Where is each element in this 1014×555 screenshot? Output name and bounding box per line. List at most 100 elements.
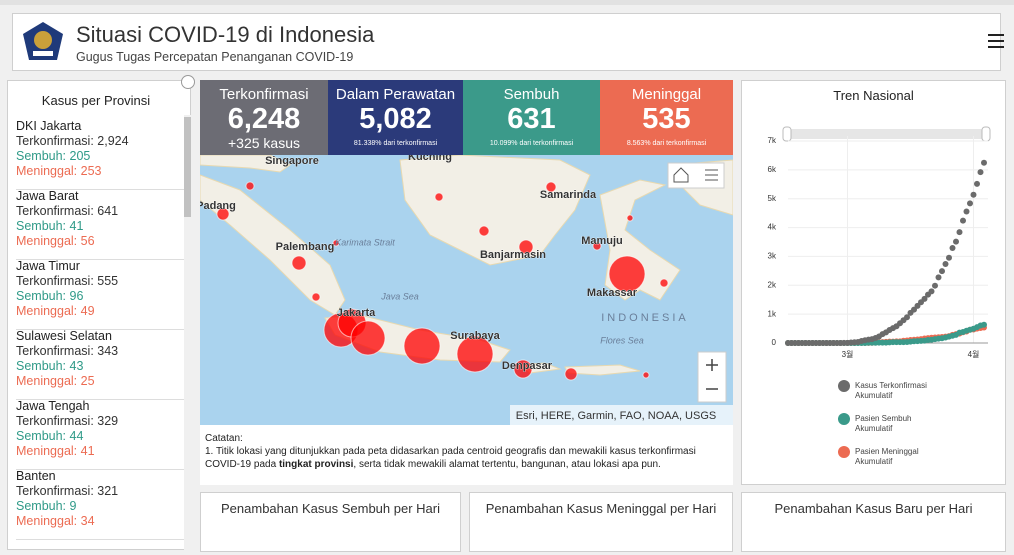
place-label: Makassar	[587, 287, 638, 299]
province-name: Banten	[16, 469, 56, 483]
panel-title: Kasus per Provinsi	[41, 93, 151, 108]
province-recovered: Sembuh: 96	[16, 289, 84, 303]
slider-handle[interactable]	[981, 126, 991, 142]
panel-title: Penambahan Kasus Baru per Hari	[774, 501, 973, 516]
data-point	[935, 274, 942, 281]
y-tick-label: 6k	[768, 165, 777, 174]
menu-icon[interactable]	[987, 33, 1005, 49]
province-recovered: Sembuh: 41	[16, 219, 84, 233]
legend-swatch	[838, 380, 850, 392]
stat-value: 6,248	[227, 103, 301, 135]
stat-value: 5,082	[359, 103, 432, 135]
province-name: Jawa Barat	[16, 189, 79, 203]
x-tick-label: 3월	[842, 349, 854, 359]
title: Situasi COVID-19 di Indonesia	[76, 22, 375, 47]
place-label: Kuching	[408, 155, 452, 163]
slider-handle[interactable]	[782, 126, 792, 142]
panel-title: Penambahan Kasus Sembuh per Hari	[221, 501, 440, 516]
province-confirmed: Terkonfirmasi: 2,924	[16, 134, 129, 148]
place-label: Denpasar	[502, 360, 553, 372]
data-point	[946, 254, 952, 261]
bottom-panel: Penambahan Kasus Baru per Hari	[741, 492, 1006, 552]
map: Singapore Kuching Padang Palembang Samarinda…	[200, 155, 733, 425]
province-recovered: Sembuh: 44	[16, 429, 84, 443]
province-deaths: Meninggal: 49	[16, 304, 95, 318]
data-point	[949, 244, 956, 251]
expand-button[interactable]	[181, 75, 195, 89]
data-point	[967, 200, 973, 207]
notes-text: 1. Titik lokasi yang ditunjukkan pada pe…	[205, 445, 728, 471]
data-point	[960, 217, 966, 224]
province-recovered: Sembuh: 43	[16, 359, 84, 373]
province-deaths: Meninggal: 25	[16, 374, 95, 388]
scrollbar[interactable]	[184, 115, 191, 555]
data-point	[981, 159, 987, 166]
province-panel: Kasus per Provinsi DKI Jakarta Terkonfirm…	[7, 80, 191, 555]
place-label: Samarinda	[540, 189, 597, 201]
place-label: Mamuju	[581, 235, 623, 247]
data-point	[956, 229, 963, 236]
province-deaths: Meninggal: 253	[16, 164, 102, 178]
province-item: Jawa Barat Terkonfirmasi: 641 Sembuh: 41 Me…	[16, 189, 184, 260]
legend-label: Pasien Meninggal Akumulatif	[855, 447, 919, 466]
data-point	[921, 295, 928, 302]
stat-card: Dalam Perawatan 5,082 81.338% dari terkonf…	[328, 80, 463, 155]
stat-card: Meninggal 535 8.563% dari terkonfirmasi	[600, 80, 733, 155]
panel-title: Penambahan Kasus Meninggal per Hari	[485, 501, 717, 516]
y-tick-label: 1k	[768, 309, 777, 318]
province-name: DKI Jakarta	[16, 119, 82, 133]
chart: 0 1k 2k 3k 4k 5k 6k 7k 3월 4월	[768, 126, 991, 458]
province-item: Jawa Timur Terkonfirmasi: 555 Sembuh: 96 Me…	[16, 259, 184, 330]
legend-swatch	[838, 446, 850, 458]
data-point	[904, 314, 910, 321]
stat-card: Sembuh 631 10.099% dari terkonfirmasi	[463, 80, 600, 155]
subtitle: Gugus Tugas Percepatan Penanganan COVID-…	[76, 50, 354, 64]
stat-card: Terkonfirmasi 6,248 +325 kasus	[200, 80, 328, 155]
range-slider[interactable]	[786, 129, 988, 139]
y-tick-label: 2k	[768, 280, 777, 289]
place-label: Banjarmasin	[480, 249, 546, 261]
province-confirmed: Terkonfirmasi: 321	[16, 484, 119, 498]
logo	[23, 22, 63, 60]
province-item: DKI Jakarta Terkonfirmasi: 2,924 Sembuh: 2…	[16, 119, 184, 190]
province-confirmed: Terkonfirmasi: 555	[16, 274, 119, 288]
legend-label: Pasien Sembuh Akumulatif	[855, 414, 912, 433]
data-point	[963, 208, 970, 215]
province-confirmed: Terkonfirmasi: 329	[16, 414, 119, 428]
legend-swatch	[838, 413, 850, 425]
stat-label: Dalam Perawatan	[335, 86, 456, 103]
province-name: Sulawesi Selatan	[16, 329, 112, 343]
province-recovered: Sembuh: 205	[16, 149, 91, 163]
y-tick-label: 3k	[768, 252, 777, 261]
province-confirmed: Terkonfirmasi: 641	[16, 204, 119, 218]
data-point	[932, 282, 938, 289]
stat-label: Sembuh	[503, 86, 560, 103]
place-label: Karimata Strait	[335, 237, 395, 247]
y-tick-label: 0	[772, 338, 777, 347]
top-strip	[0, 0, 1014, 5]
province-item: Jawa Tengah Terkonfirmasi: 329 Sembuh: 44 M…	[16, 399, 184, 470]
bottom-panel: Penambahan Kasus Meninggal per Hari	[469, 492, 733, 552]
y-tick-label: 5k	[768, 194, 777, 203]
place-label: Jakarta	[337, 307, 376, 319]
data-point	[928, 288, 935, 295]
stat-sub: 8.563% dari terkonfirmasi	[626, 140, 707, 147]
header: Situasi COVID-19 di Indonesia Gugus Tuga…	[12, 13, 1004, 71]
attribution-bg	[510, 405, 733, 425]
data-point	[953, 238, 959, 245]
map-controls[interactable]	[667, 162, 727, 403]
data-point	[974, 180, 980, 187]
place-label: Flores Sea	[600, 335, 644, 345]
notes-title: Catatan:	[205, 433, 243, 444]
data-point	[977, 169, 984, 176]
stat-sub: +325 kasus	[228, 135, 300, 151]
province-deaths: Meninggal: 56	[16, 234, 95, 248]
province-item: Sulawesi Selatan Terkonfirmasi: 343 Sembuh…	[16, 329, 184, 400]
bottom-panel: Penambahan Kasus Sembuh per Hari	[200, 492, 461, 552]
province-deaths: Meninggal: 41	[16, 444, 95, 458]
place-label: Padang	[200, 200, 236, 212]
stat-value: 535	[642, 103, 691, 135]
place-label: INDONESIA	[601, 312, 689, 324]
attribution: Esri, HERE, Garmin, FAO, NOAA, USGS	[516, 410, 716, 422]
